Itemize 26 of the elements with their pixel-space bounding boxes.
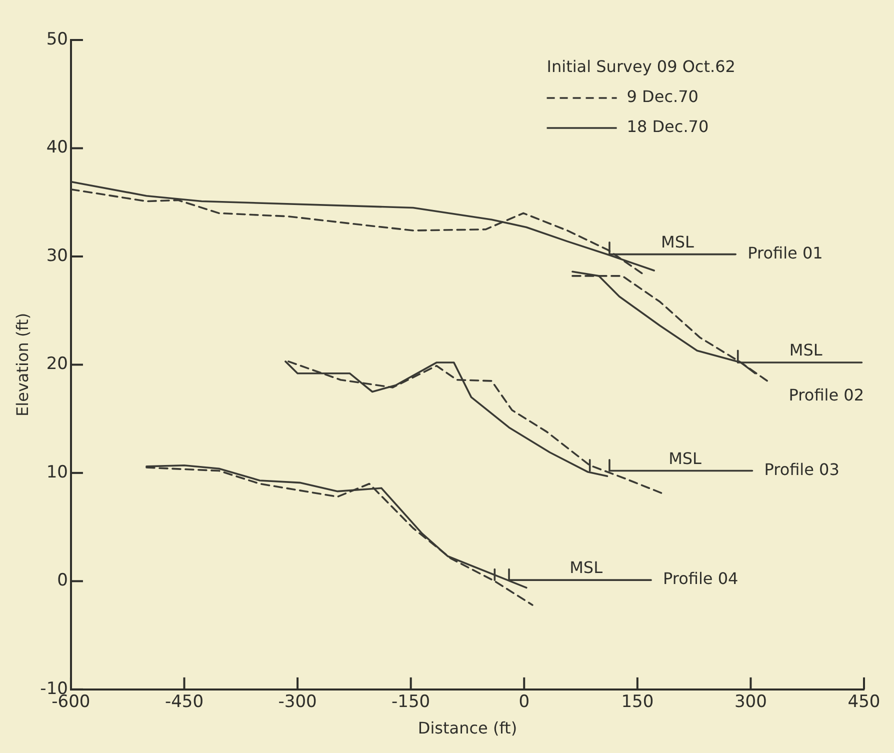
series-label: Profile 03 bbox=[764, 460, 840, 479]
x-axis-title: Distance (ft) bbox=[418, 718, 518, 738]
y-tick-label: 30 bbox=[46, 246, 68, 266]
x-tick-label: 300 bbox=[734, 692, 767, 712]
x-tick-label: 150 bbox=[621, 692, 654, 712]
x-tick-label: -300 bbox=[278, 692, 317, 712]
x-tick-label: 0 bbox=[518, 692, 530, 712]
y-tick-label: 0 bbox=[57, 570, 68, 591]
annotation: MSL bbox=[570, 558, 603, 578]
y-tick-label: 20 bbox=[46, 354, 68, 374]
annotation: MSL bbox=[661, 232, 694, 252]
y-tick-label: 40 bbox=[46, 138, 68, 158]
legend-label: 18 Dec.70 bbox=[626, 117, 709, 136]
y-tick-label: 50 bbox=[46, 29, 68, 50]
x-tick-label: -150 bbox=[392, 692, 430, 712]
series-label: Profile 01 bbox=[748, 243, 823, 262]
y-axis-title: Elevation (ft) bbox=[12, 312, 32, 416]
legend-title: Initial Survey 09 Oct.62 bbox=[546, 57, 736, 76]
legend-label: 9 Dec.70 bbox=[626, 87, 698, 106]
series-label: Profile 02 bbox=[788, 386, 864, 405]
annotation: MSL bbox=[789, 340, 822, 360]
x-tick-label: 450 bbox=[848, 692, 880, 712]
y-tick-label: 10 bbox=[46, 462, 68, 482]
annotation: MSL bbox=[668, 448, 702, 468]
series-label: Profile 04 bbox=[663, 569, 738, 588]
x-tick-label: -450 bbox=[164, 692, 204, 712]
